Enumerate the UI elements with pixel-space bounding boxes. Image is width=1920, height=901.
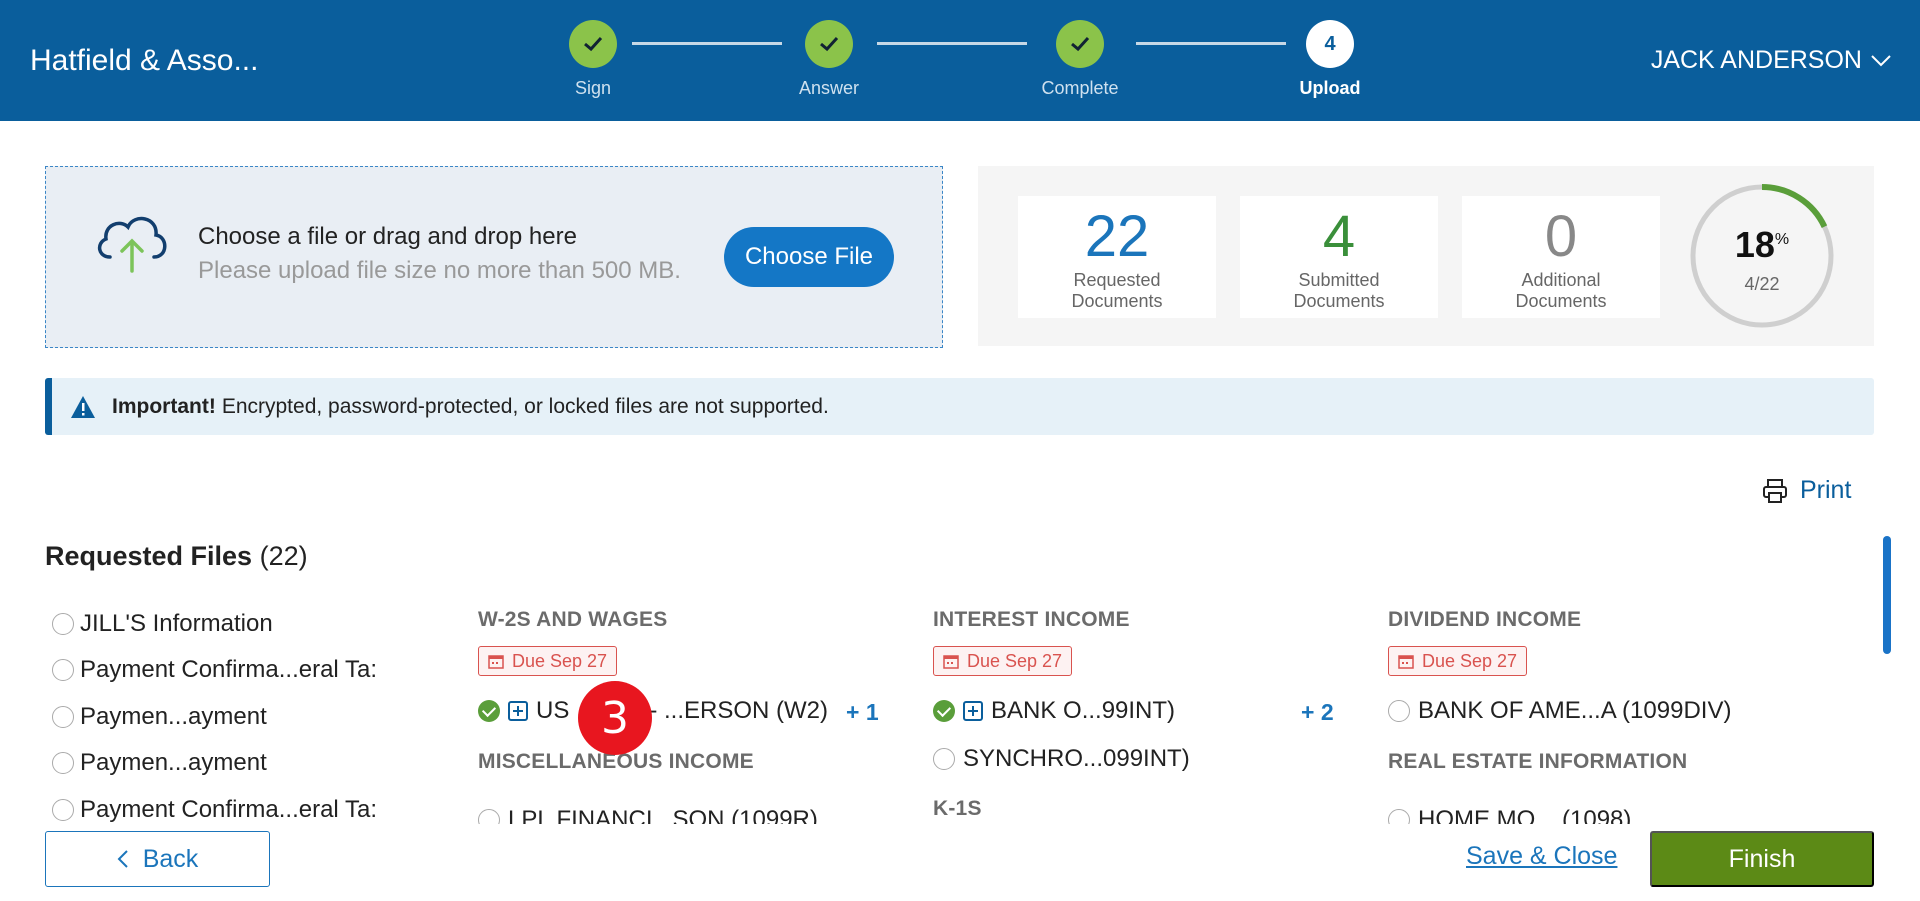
document-item-1099int[interactable]: BANK O...99INT): [933, 697, 1175, 725]
document-item-1099div[interactable]: BANK OF AME...A (1099DIV): [1388, 697, 1731, 725]
list-item[interactable]: Payment Confirma...eral Ta:: [52, 796, 392, 824]
step-sign[interactable]: Sign: [543, 20, 643, 99]
chevron-down-icon: [1871, 54, 1891, 66]
check-icon: [805, 20, 853, 68]
document-item-1098[interactable]: HOME MO... (1098): [1388, 806, 1631, 824]
submitted-documents-card: 4 Submitted Documents: [1240, 196, 1438, 318]
app-header: Hatfield & Asso... Sign Answer Complete …: [0, 0, 1920, 121]
drop-subtitle: Please upload file size no more than 500…: [198, 257, 681, 284]
drop-title: Choose a file or drag and drop here: [198, 223, 577, 250]
document-item-w2[interactable]: US - ...ERSON (W2): [478, 697, 828, 725]
calendar-icon: [488, 655, 504, 669]
step-number-badge: 3: [578, 681, 652, 755]
file-drop-zone[interactable]: Choose a file or drag and drop here Plea…: [45, 166, 943, 348]
requested-count: 22: [1084, 204, 1150, 269]
section-heading-real-estate: REAL ESTATE INFORMATION: [1388, 750, 1688, 773]
due-badge: Due Sep 27: [478, 646, 618, 676]
card-caption: Submitted: [1298, 270, 1380, 290]
submitted-count: 4: [1322, 204, 1356, 269]
card-caption: Requested: [1073, 270, 1161, 290]
check-icon: [569, 20, 617, 68]
section-heading-interest: INTEREST INCOME: [933, 608, 1130, 631]
card-caption: Additional: [1521, 270, 1601, 290]
step-label: Sign: [574, 78, 612, 98]
radio-button[interactable]: [1388, 700, 1410, 722]
cloud-upload-icon: [97, 216, 167, 273]
check-circle-icon: [933, 700, 955, 722]
check-icon: [1056, 20, 1104, 68]
banner-bold: Important!: [112, 394, 216, 418]
expand-icon[interactable]: [963, 701, 983, 721]
choose-file-button[interactable]: Choose File: [724, 227, 894, 287]
step-connector: [877, 42, 1027, 45]
radio-button[interactable]: [933, 748, 955, 770]
important-banner: Important! Encrypted, password-protected…: [45, 378, 1874, 435]
document-stats: 22 Requested Documents 4 Submitted Docum…: [978, 166, 1874, 346]
step-number: 4: [1306, 20, 1354, 68]
list-item[interactable]: Payment Confirma...eral Ta:: [52, 656, 392, 684]
finish-button[interactable]: Finish: [1650, 831, 1874, 887]
list-item[interactable]: Paymen...ayment: [52, 749, 392, 777]
radio-button[interactable]: [478, 809, 500, 824]
step-connector: [632, 42, 782, 45]
firm-name: Hatfield & Asso...: [30, 44, 259, 77]
requested-files-title: Requested Files (22): [45, 541, 308, 571]
step-complete[interactable]: Complete: [1030, 20, 1130, 99]
radio-button[interactable]: [52, 613, 74, 635]
additional-count: 0: [1544, 204, 1578, 269]
save-close-link[interactable]: Save & Close: [1466, 842, 1618, 870]
check-circle-icon: [478, 700, 500, 722]
user-menu[interactable]: JACK ANDERSON: [1651, 46, 1892, 75]
step-label: Upload: [1299, 78, 1361, 98]
section-heading-k1: K-1S: [933, 797, 982, 820]
due-badge: Due Sep 27: [1388, 646, 1528, 676]
more-count[interactable]: + 1: [846, 699, 879, 725]
radio-button[interactable]: [52, 799, 74, 821]
more-count[interactable]: + 2: [1301, 699, 1334, 725]
radio-button[interactable]: [1388, 809, 1410, 824]
section-heading-w2: W-2S AND WAGES: [478, 608, 668, 631]
radio-button[interactable]: [52, 659, 74, 681]
calendar-icon: [1398, 655, 1414, 669]
back-button[interactable]: Back: [45, 831, 270, 887]
additional-documents-card: 0 Additional Documents: [1462, 196, 1660, 318]
step-upload[interactable]: 4 Upload: [1280, 20, 1380, 99]
document-item-1099r[interactable]: LPL FINANCI...SON (1099R): [478, 806, 818, 824]
progress-ring: [1690, 184, 1834, 328]
chevron-left-icon: [117, 850, 128, 868]
step-answer[interactable]: Answer: [779, 20, 879, 99]
scrollbar-thumb[interactable]: [1883, 536, 1891, 654]
card-caption: Documents: [1293, 291, 1385, 311]
progress-percent: 18%: [1734, 224, 1790, 265]
document-item-1099int-2[interactable]: SYNCHRO...099INT): [933, 745, 1190, 773]
due-badge: Due Sep 27: [933, 646, 1073, 676]
list-item[interactable]: JILL'S Information: [52, 610, 392, 638]
step-connector: [1136, 42, 1286, 45]
section-heading-dividend: DIVIDEND INCOME: [1388, 608, 1582, 631]
card-caption: Documents: [1515, 291, 1607, 311]
radio-button[interactable]: [52, 752, 74, 774]
progress-fraction: 4/22: [1744, 274, 1780, 294]
list-item[interactable]: Paymen...ayment: [52, 703, 392, 731]
radio-button[interactable]: [52, 706, 74, 728]
banner-text: Encrypted, password-protected, or locked…: [221, 394, 829, 418]
print-button[interactable]: Print: [1762, 476, 1851, 505]
expand-icon[interactable]: [508, 701, 528, 721]
section-heading-misc: MISCELLANEOUS INCOME: [478, 750, 754, 773]
step-label: Complete: [1041, 78, 1119, 98]
step-label: Answer: [798, 78, 860, 98]
print-label: Print: [1800, 476, 1852, 504]
calendar-icon: [943, 655, 959, 669]
requested-documents-card: 22 Requested Documents: [1018, 196, 1216, 318]
printer-icon: [1763, 478, 1787, 503]
warning-icon: [71, 395, 95, 418]
user-name: JACK ANDERSON: [1650, 46, 1862, 74]
card-caption: Documents: [1071, 291, 1163, 311]
requested-files-panel: JILL'S Information Payment Confirma...er…: [45, 600, 1885, 824]
